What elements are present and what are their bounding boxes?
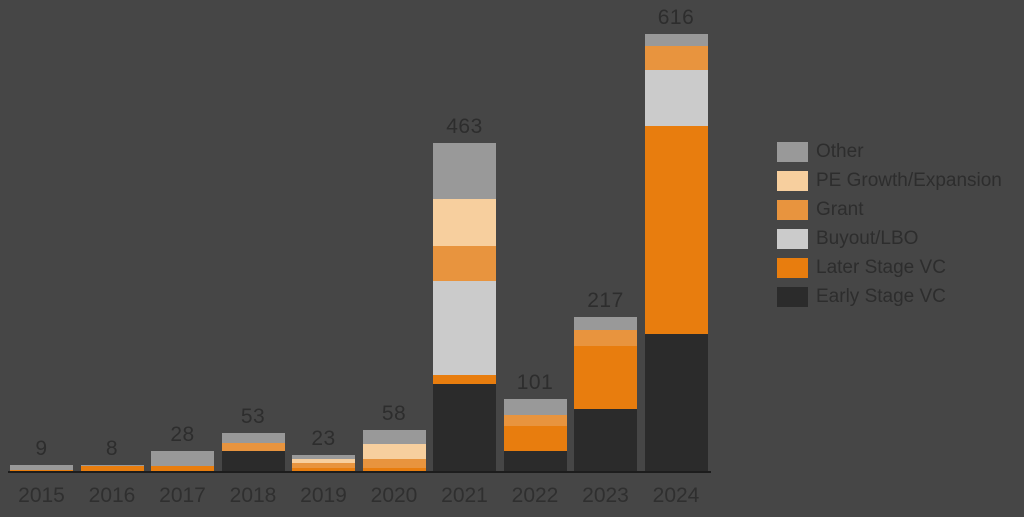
bar-segment-2019-pe-growth-expansion[interactable] (292, 458, 355, 463)
bar-total-label-2023: 217 (587, 289, 624, 313)
bar-2017[interactable] (151, 451, 214, 471)
bar-2019[interactable] (292, 454, 355, 471)
legend-item-later-stage-vc[interactable]: Later Stage VC (777, 257, 1002, 278)
x-axis-label-2021: 2021 (441, 484, 488, 507)
bar-segment-2018-early-stage-vc[interactable] (221, 451, 285, 471)
bar-segment-2021-early-stage-vc[interactable] (433, 383, 496, 471)
legend-item-grant[interactable]: Grant (777, 199, 1002, 220)
x-axis-label-2020: 2020 (370, 484, 418, 507)
bar-segment-2017-later-stage-vc[interactable] (151, 466, 214, 471)
bar-segment-2020-other[interactable] (362, 429, 426, 445)
bar-segment-2021-pe-growth-expansion[interactable] (433, 198, 496, 246)
legend-swatch-pe-growth-expansion (777, 171, 808, 191)
bar-segment-2020-pe-growth-expansion[interactable] (362, 444, 426, 459)
bar-segment-2019-later-stage-vc[interactable] (292, 468, 355, 471)
legend-label-grant: Grant (816, 199, 864, 220)
legend-item-pe-growth-expansion[interactable]: PE Growth/Expansion (777, 170, 1002, 191)
legend-label-other: Other (816, 141, 864, 162)
bar-segment-2024-early-stage-vc[interactable] (644, 334, 708, 471)
bar-segment-2024-other[interactable] (644, 34, 708, 47)
legend: Other PE Growth/Expansion Grant Buyout/LBO L… (777, 141, 1002, 316)
x-axis-line (8, 471, 711, 473)
legend-label-later-stage-vc: Later Stage VC (816, 257, 946, 278)
bar-2020[interactable] (362, 429, 426, 471)
bar-segment-2016-other[interactable] (80, 465, 144, 467)
bar-total-label-2024: 616 (657, 6, 695, 30)
bar-segment-2023-grant[interactable] (574, 329, 637, 346)
bar-segment-2018-grant[interactable] (221, 443, 285, 452)
legend-label-early-stage-vc: Early Stage VC (816, 286, 946, 307)
bar-segment-2021-grant[interactable] (433, 245, 496, 281)
bar-segment-2022-early-stage-vc[interactable] (503, 451, 567, 471)
bar-total-label-2017: 28 (170, 423, 195, 447)
x-axis-label-2022: 2022 (511, 484, 559, 507)
bar-segment-2015-other[interactable] (10, 464, 73, 471)
plot-area: 9 8 28 53 23 58 463 101 217 616 (10, 6, 708, 471)
legend-item-buyout-lbo[interactable]: Buyout/LBO (777, 228, 1002, 249)
legend-swatch-early-stage-vc (777, 287, 808, 307)
bar-segment-2024-later-stage-vc[interactable] (644, 125, 708, 335)
x-axis-label-2015: 2015 (18, 484, 65, 507)
bar-2022[interactable] (503, 399, 567, 471)
x-axis-label-2016: 2016 (88, 484, 136, 507)
bar-segment-2022-later-stage-vc[interactable] (503, 425, 567, 452)
x-axis-label-2024: 2024 (652, 484, 700, 507)
bar-segment-2023-other[interactable] (574, 317, 637, 330)
legend-label-pe-growth-expansion: PE Growth/Expansion (816, 170, 1002, 191)
bar-segment-2020-grant[interactable] (362, 458, 426, 469)
x-axis-label-2023: 2023 (582, 484, 629, 507)
bar-total-label-2019: 23 (311, 426, 336, 450)
bar-2024[interactable] (644, 34, 708, 471)
bar-segment-2024-grant[interactable] (644, 46, 708, 71)
bar-segment-2015-later-stage-vc[interactable] (10, 470, 73, 471)
bar-2023[interactable] (574, 317, 637, 471)
legend-swatch-grant (777, 200, 808, 220)
bar-total-label-2016: 8 (105, 437, 119, 461)
bar-segment-2018-other[interactable] (221, 433, 285, 444)
bar-total-label-2020: 58 (381, 401, 407, 425)
bar-segment-2019-grant[interactable] (292, 462, 355, 469)
bar-segment-2022-grant[interactable] (503, 415, 567, 426)
legend-swatch-other (777, 142, 808, 162)
bar-segment-2017-other[interactable] (151, 451, 214, 467)
bar-segment-2019-other[interactable] (292, 454, 355, 459)
bar-segment-2023-later-stage-vc[interactable] (574, 345, 637, 410)
bar-2016[interactable] (80, 465, 144, 471)
bar-total-label-2015: 9 (35, 436, 48, 460)
bar-segment-2016-later-stage-vc[interactable] (80, 466, 144, 471)
legend-item-early-stage-vc[interactable]: Early Stage VC (777, 286, 1002, 307)
bar-segment-2022-other[interactable] (503, 399, 567, 416)
bar-total-label-2018: 53 (240, 405, 266, 429)
bar-2018[interactable] (221, 433, 285, 471)
legend-item-other[interactable]: Other (777, 141, 1002, 162)
bar-segment-2023-early-stage-vc[interactable] (574, 409, 637, 471)
x-axis-label-2018: 2018 (229, 484, 277, 507)
x-axis-label-2019: 2019 (300, 484, 347, 507)
bar-segment-2021-other[interactable] (433, 142, 496, 199)
legend-swatch-buyout-lbo (777, 229, 808, 249)
x-axis-label-2017: 2017 (159, 484, 206, 507)
legend-label-buyout-lbo: Buyout/LBO (816, 228, 919, 249)
bar-total-label-2021: 463 (446, 114, 483, 138)
bar-segment-2021-later-stage-vc[interactable] (433, 375, 496, 384)
bar-segment-2020-later-stage-vc[interactable] (362, 468, 426, 471)
bar-2021[interactable] (433, 142, 496, 471)
bar-segment-2024-buyout-lbo[interactable] (644, 70, 708, 126)
legend-swatch-later-stage-vc (777, 258, 808, 278)
bar-segment-2021-buyout-lbo[interactable] (433, 281, 496, 376)
bar-total-label-2022: 101 (516, 371, 554, 395)
bar-2015[interactable] (10, 464, 73, 471)
